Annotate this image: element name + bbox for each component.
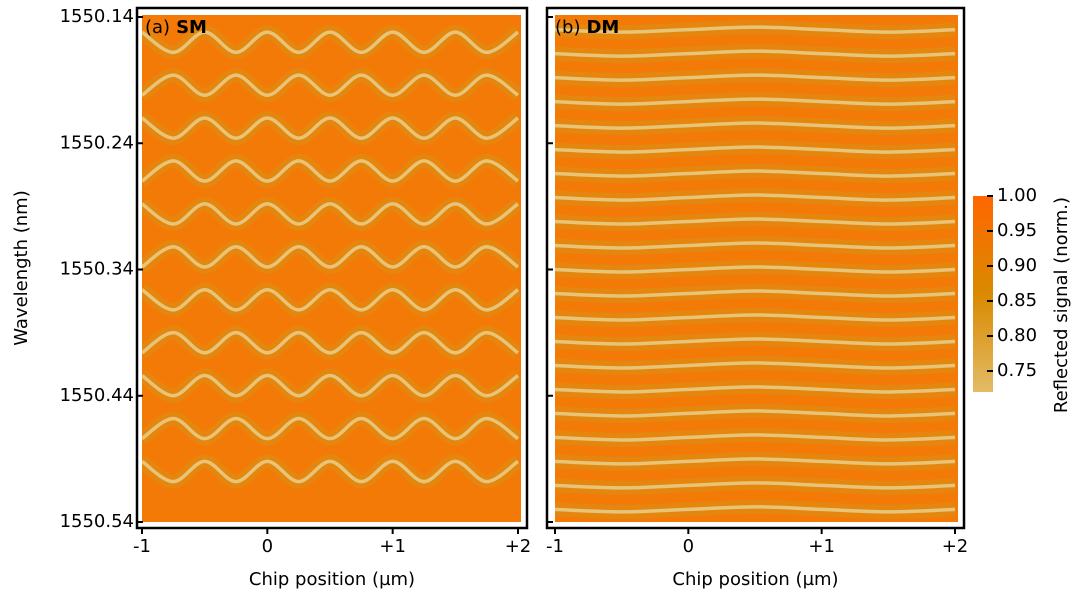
fringe-line bbox=[555, 337, 956, 346]
colorbar-tick-label: 0.85 bbox=[997, 290, 1037, 311]
fringe-line bbox=[555, 481, 956, 490]
fringe-line bbox=[555, 313, 956, 322]
x-tick-label: -1 bbox=[546, 536, 564, 557]
fringe-line bbox=[555, 217, 956, 226]
fringe-line bbox=[142, 330, 520, 355]
x-axis-label: Chip position (µm) bbox=[249, 569, 415, 590]
x-tick-label: +1 bbox=[808, 536, 835, 557]
fringe-line bbox=[555, 433, 956, 442]
panel-label: (b) DM bbox=[555, 17, 619, 38]
fringe-line bbox=[555, 385, 956, 394]
fringe-line bbox=[555, 169, 956, 178]
fringe-line bbox=[555, 409, 956, 418]
colorbar-tick-label: 0.95 bbox=[997, 220, 1037, 241]
fringe-line bbox=[555, 241, 956, 250]
fringe-line bbox=[555, 457, 956, 466]
y-axis-label: Wavelength (nm) bbox=[11, 190, 32, 346]
panel-label: (a) SM bbox=[145, 17, 207, 38]
colorbar-tick-label: 0.90 bbox=[997, 255, 1037, 276]
panel-name: SM bbox=[176, 17, 207, 38]
panel-name: DM bbox=[586, 17, 619, 38]
x-tick-label: 0 bbox=[262, 536, 273, 557]
fringe-line bbox=[555, 73, 956, 82]
colorbar-tick-label: 1.00 bbox=[997, 185, 1037, 206]
colorbar bbox=[973, 196, 993, 392]
fringe-line bbox=[142, 116, 520, 140]
fringe-line bbox=[142, 416, 520, 441]
y-tick-label: 1550.54 bbox=[60, 511, 134, 532]
fringe-line bbox=[555, 121, 956, 130]
x-tick-label: +2 bbox=[942, 536, 969, 557]
panel-index: (a) bbox=[145, 17, 170, 38]
colorbar-tick-label: 0.75 bbox=[997, 360, 1037, 381]
x-tick-label: -1 bbox=[133, 536, 151, 557]
frame bbox=[135, 6, 529, 530]
x-axis-label: Chip position (µm) bbox=[672, 569, 838, 590]
fringe-line bbox=[555, 49, 956, 58]
x-tick-label: 0 bbox=[683, 536, 694, 557]
colorbar-tick-label: 0.80 bbox=[997, 325, 1037, 346]
fringe-line bbox=[555, 289, 956, 298]
fringe-line bbox=[142, 245, 520, 269]
x-tick-label: +2 bbox=[505, 536, 532, 557]
y-tick-label: 1550.34 bbox=[60, 259, 134, 280]
y-tick-label: 1550.14 bbox=[60, 6, 134, 27]
fringe-line bbox=[555, 193, 956, 202]
heatmap bbox=[142, 15, 521, 522]
y-tick-label: 1550.44 bbox=[60, 385, 134, 406]
fringe-line bbox=[555, 145, 956, 154]
x-tick-label: +1 bbox=[379, 536, 406, 557]
fringe-line bbox=[142, 459, 520, 484]
heatmap bbox=[555, 15, 958, 522]
fringe-line bbox=[142, 73, 520, 98]
fringe-line bbox=[142, 287, 520, 312]
fringe-line bbox=[142, 159, 520, 183]
frame bbox=[545, 6, 966, 530]
fringe-line bbox=[555, 505, 956, 514]
fringe-line bbox=[142, 30, 520, 55]
panel-index: (b) bbox=[555, 17, 580, 38]
fringe-line bbox=[555, 25, 956, 34]
fringe-line bbox=[555, 97, 956, 106]
fringe-line bbox=[142, 202, 520, 226]
fringe-line bbox=[142, 373, 520, 398]
fringe-line bbox=[555, 361, 956, 370]
y-tick-label: 1550.24 bbox=[60, 132, 134, 153]
fringe-line bbox=[555, 265, 956, 274]
colorbar-label: Reflected signal (norm.) bbox=[1051, 197, 1072, 413]
